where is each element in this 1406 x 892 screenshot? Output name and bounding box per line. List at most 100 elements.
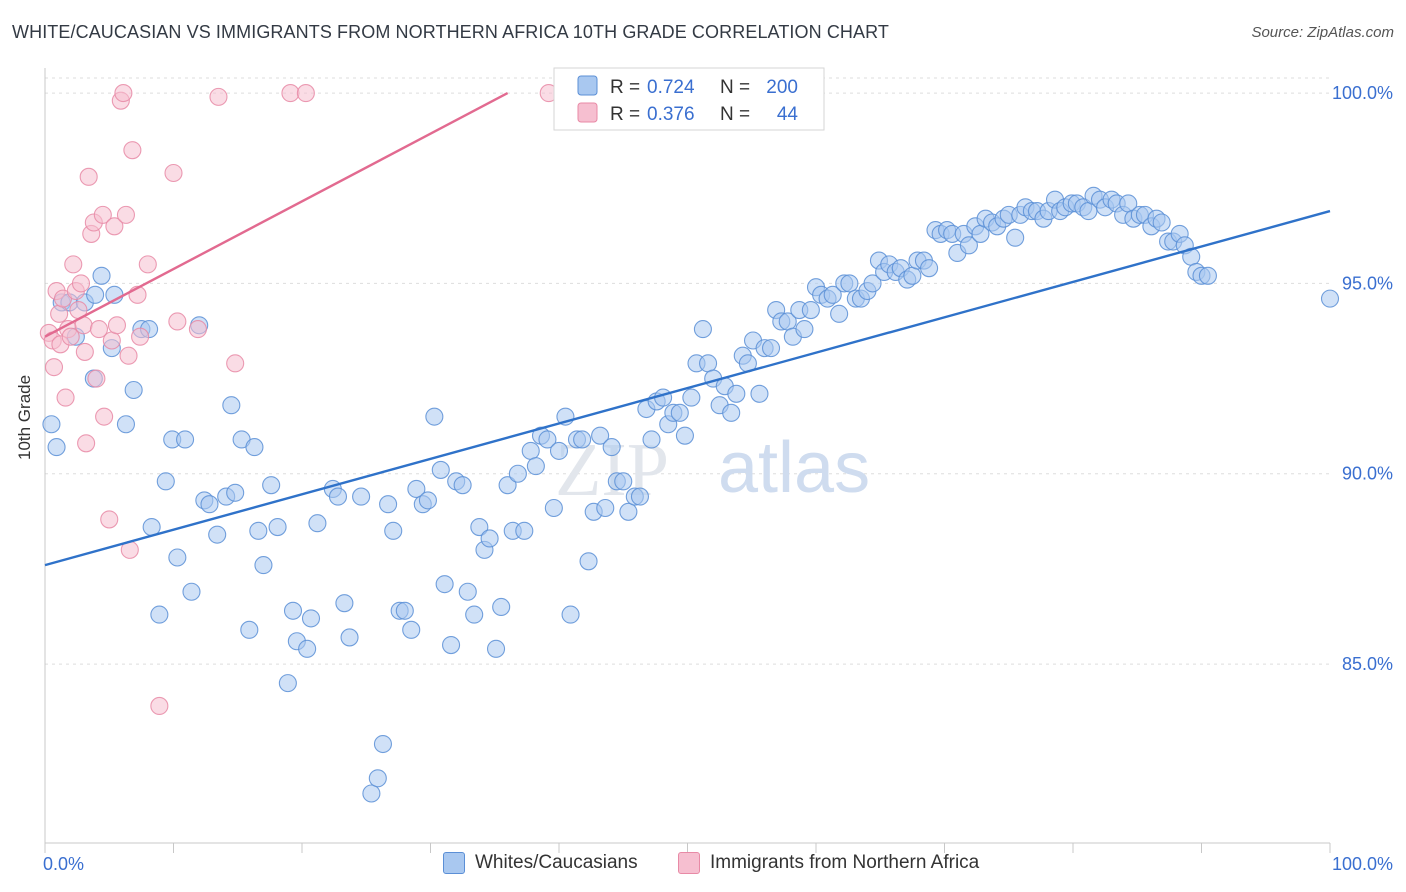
- stats-legend: R = 0.724 N = 200 R = 0.376 N = 44: [553, 67, 825, 131]
- stats-n-label-2: N =: [720, 104, 750, 125]
- point-immigrants: [131, 327, 150, 346]
- tick-labels: 100.0% 95.0% 90.0% 85.0% 0.0% 100.0%: [43, 83, 1393, 874]
- point-whites: [249, 521, 268, 540]
- trend-line-immigrants: [44, 92, 509, 338]
- point-immigrants: [226, 354, 245, 373]
- point-whites: [1198, 266, 1217, 285]
- point-whites: [602, 438, 621, 457]
- point-whites: [156, 472, 175, 491]
- point-whites: [435, 575, 454, 594]
- point-whites: [47, 438, 66, 457]
- point-whites: [579, 552, 598, 571]
- point-whites: [920, 259, 939, 278]
- point-whites: [498, 476, 517, 495]
- point-whites: [693, 320, 712, 339]
- point-whites: [442, 635, 461, 655]
- point-whites: [1320, 289, 1340, 308]
- point-immigrants: [123, 141, 142, 160]
- point-whites: [222, 396, 241, 415]
- point-whites: [573, 430, 592, 449]
- point-whites: [480, 529, 499, 548]
- point-whites: [549, 441, 569, 460]
- point-whites: [168, 548, 187, 567]
- point-whites: [208, 525, 227, 544]
- point-whites: [830, 304, 849, 323]
- watermark-atlas: atlas: [718, 428, 870, 508]
- point-whites: [379, 495, 398, 514]
- stats-r-value-1: 0.724: [647, 77, 695, 98]
- trend-line-whites: [44, 209, 1331, 567]
- point-immigrants: [105, 217, 124, 236]
- point-whites: [283, 601, 303, 620]
- point-immigrants: [119, 346, 138, 365]
- point-immigrants: [71, 274, 91, 293]
- point-whites: [682, 388, 701, 407]
- x-tick-label-min: 0.0%: [43, 854, 84, 874]
- point-whites: [298, 639, 317, 658]
- point-whites: [670, 403, 689, 422]
- point-immigrants: [93, 205, 112, 224]
- source-note: Source: ZipAtlas.com: [1251, 24, 1394, 41]
- y-tick-label: 85.0%: [1342, 654, 1393, 674]
- point-whites: [453, 476, 472, 495]
- point-immigrants: [50, 304, 69, 323]
- point-whites: [245, 438, 264, 457]
- point-immigrants: [64, 255, 83, 274]
- point-whites: [538, 430, 557, 449]
- point-whites: [515, 521, 534, 540]
- point-whites: [308, 514, 327, 533]
- point-whites: [840, 274, 859, 293]
- point-whites: [278, 674, 297, 693]
- point-whites: [200, 495, 219, 514]
- point-whites: [823, 285, 842, 304]
- point-whites: [675, 426, 694, 445]
- point-immigrants: [116, 205, 136, 224]
- point-whites: [431, 460, 450, 479]
- chart-title: WHITE/CAUCASIAN VS IMMIGRANTS FROM NORTH…: [12, 22, 889, 42]
- point-immigrants: [44, 358, 64, 377]
- point-whites: [561, 605, 580, 624]
- stats-r-value-2: 0.376: [647, 104, 695, 125]
- point-whites: [614, 472, 633, 491]
- point-whites: [959, 236, 978, 255]
- point-whites: [395, 601, 414, 620]
- axes: [44, 68, 1331, 853]
- point-whites: [1006, 228, 1025, 247]
- point-whites: [521, 441, 540, 460]
- point-immigrants: [102, 331, 121, 350]
- y-axis-label: 10th Grade: [15, 374, 34, 460]
- point-whites: [340, 628, 359, 647]
- point-whites: [486, 639, 506, 658]
- point-whites: [384, 521, 403, 540]
- point-immigrants: [95, 407, 114, 426]
- point-whites: [402, 620, 421, 639]
- point-whites: [262, 476, 281, 495]
- legend-item-immigrants: Immigrants from Northern Africa: [678, 852, 979, 874]
- point-whites: [176, 430, 195, 449]
- point-whites: [795, 320, 814, 339]
- point-whites: [352, 487, 371, 506]
- point-whites: [630, 487, 650, 506]
- point-immigrants: [138, 255, 157, 274]
- point-whites: [801, 301, 820, 320]
- stats-legend-box: [553, 67, 825, 131]
- y-tick-label: 100.0%: [1332, 83, 1393, 103]
- point-whites: [418, 491, 437, 510]
- legend-label-whites: Whites/Caucasians: [475, 852, 638, 873]
- legend-swatch-whites: [443, 852, 465, 874]
- y-axis-label-wrap: 10th Grade: [15, 375, 35, 460]
- point-whites: [642, 430, 661, 449]
- point-whites: [544, 498, 563, 518]
- point-immigrants: [77, 434, 96, 453]
- y-tick-label: 90.0%: [1342, 464, 1393, 484]
- series-legend: Whites/Caucasians Immigrants from Northe…: [0, 850, 1406, 880]
- legend-item-whites: Whites/Caucasians: [443, 852, 638, 874]
- stats-n-value-1: 200: [766, 77, 798, 98]
- point-immigrants: [114, 84, 133, 103]
- stats-swatch-pink: [577, 102, 598, 123]
- point-whites: [92, 266, 111, 285]
- point-immigrants: [188, 320, 207, 339]
- point-immigrants: [56, 388, 75, 407]
- point-immigrants: [164, 163, 183, 183]
- stats-n-value-2: 44: [777, 104, 799, 125]
